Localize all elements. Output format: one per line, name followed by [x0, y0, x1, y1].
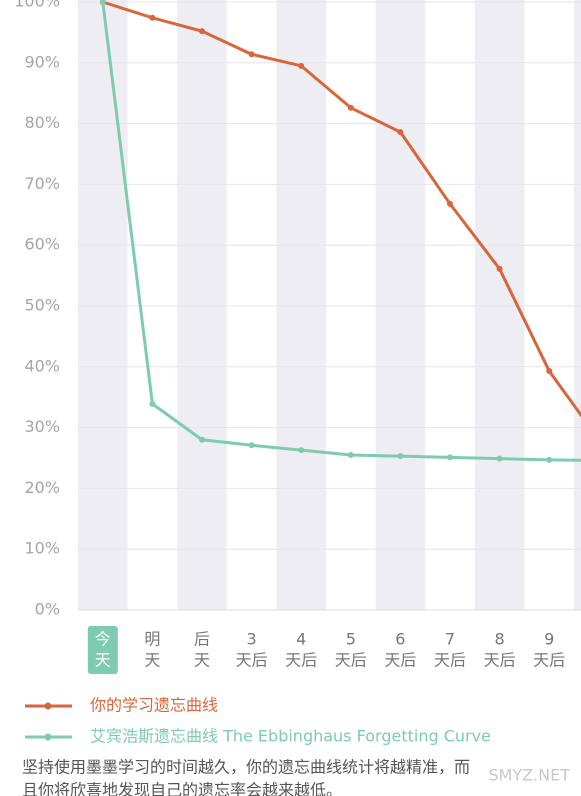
x-tick-label: 天后 [285, 651, 317, 670]
x-tick-label: 3 [247, 630, 257, 649]
point [199, 28, 205, 35]
legend-dot [44, 733, 52, 741]
x-tick-label: 8 [495, 630, 505, 649]
x-tick-label: 9 [544, 630, 554, 649]
y-tick-label: 50% [24, 296, 60, 315]
point [347, 104, 354, 111]
y-tick-label: 30% [24, 417, 60, 436]
paragraph-line: 坚持使用墨墨学习的时间越久，你的遗忘曲线统计将越精准，而 [22, 758, 470, 777]
x-tick-label: 7 [445, 630, 455, 649]
y-tick-label: 100% [14, 0, 60, 11]
x-tick-label: 天后 [335, 651, 367, 670]
y-tick-label: 90% [24, 52, 60, 71]
point [546, 368, 553, 375]
point [397, 129, 404, 136]
y-tick-label: 10% [24, 539, 60, 558]
category-highlight [87, 626, 118, 674]
point [447, 454, 453, 461]
point [496, 455, 503, 462]
legend-label: 艾宾浩斯遗忘曲线 The Ebbinghaus Forgetting Curve [90, 727, 491, 746]
point [496, 265, 503, 272]
x-tick-label: 天后 [533, 651, 565, 670]
x-tick-label: 天后 [236, 651, 268, 670]
point [347, 451, 354, 458]
column-band [177, 0, 227, 610]
x-tick-label: 天 [95, 651, 111, 670]
point [149, 400, 156, 407]
point [298, 447, 305, 454]
y-tick-label: 70% [24, 174, 60, 193]
column-band [276, 0, 326, 610]
x-tick-label: 6 [395, 630, 405, 649]
x-tick-label: 明 [144, 630, 160, 649]
x-tick-label: 天 [144, 651, 160, 670]
point [546, 456, 553, 463]
point [149, 14, 156, 21]
point [298, 62, 305, 69]
y-tick-label: 80% [24, 113, 60, 132]
y-tick-label: 0% [35, 600, 60, 619]
column-band [78, 0, 128, 610]
point [99, 0, 106, 5]
legend-dot [44, 702, 52, 710]
paragraph-line: 且你将欣喜地发现自己的遗忘率会越来越低。 [22, 781, 342, 796]
x-tick-label: 天后 [434, 651, 466, 670]
x-tick-label: 天后 [384, 651, 416, 670]
y-tick-label: 20% [24, 478, 60, 497]
x-tick-label: 4 [296, 630, 306, 649]
watermark: SMYZ.NET [488, 766, 570, 785]
point [248, 442, 255, 449]
point [397, 453, 404, 460]
x-tick-label: 天 [194, 651, 210, 670]
y-tick-label: 60% [24, 235, 60, 254]
column-band [375, 0, 426, 610]
point [199, 436, 205, 443]
x-tick-label: 今 [95, 630, 111, 649]
column-band [574, 0, 581, 610]
x-tick-label: 5 [346, 630, 356, 649]
point [447, 200, 453, 207]
x-tick-label: 后 [194, 630, 210, 649]
x-tick-label: 天后 [484, 651, 516, 670]
point [248, 51, 255, 58]
y-tick-label: 40% [24, 356, 60, 375]
legend-label: 你的学习遗忘曲线 [90, 696, 218, 715]
